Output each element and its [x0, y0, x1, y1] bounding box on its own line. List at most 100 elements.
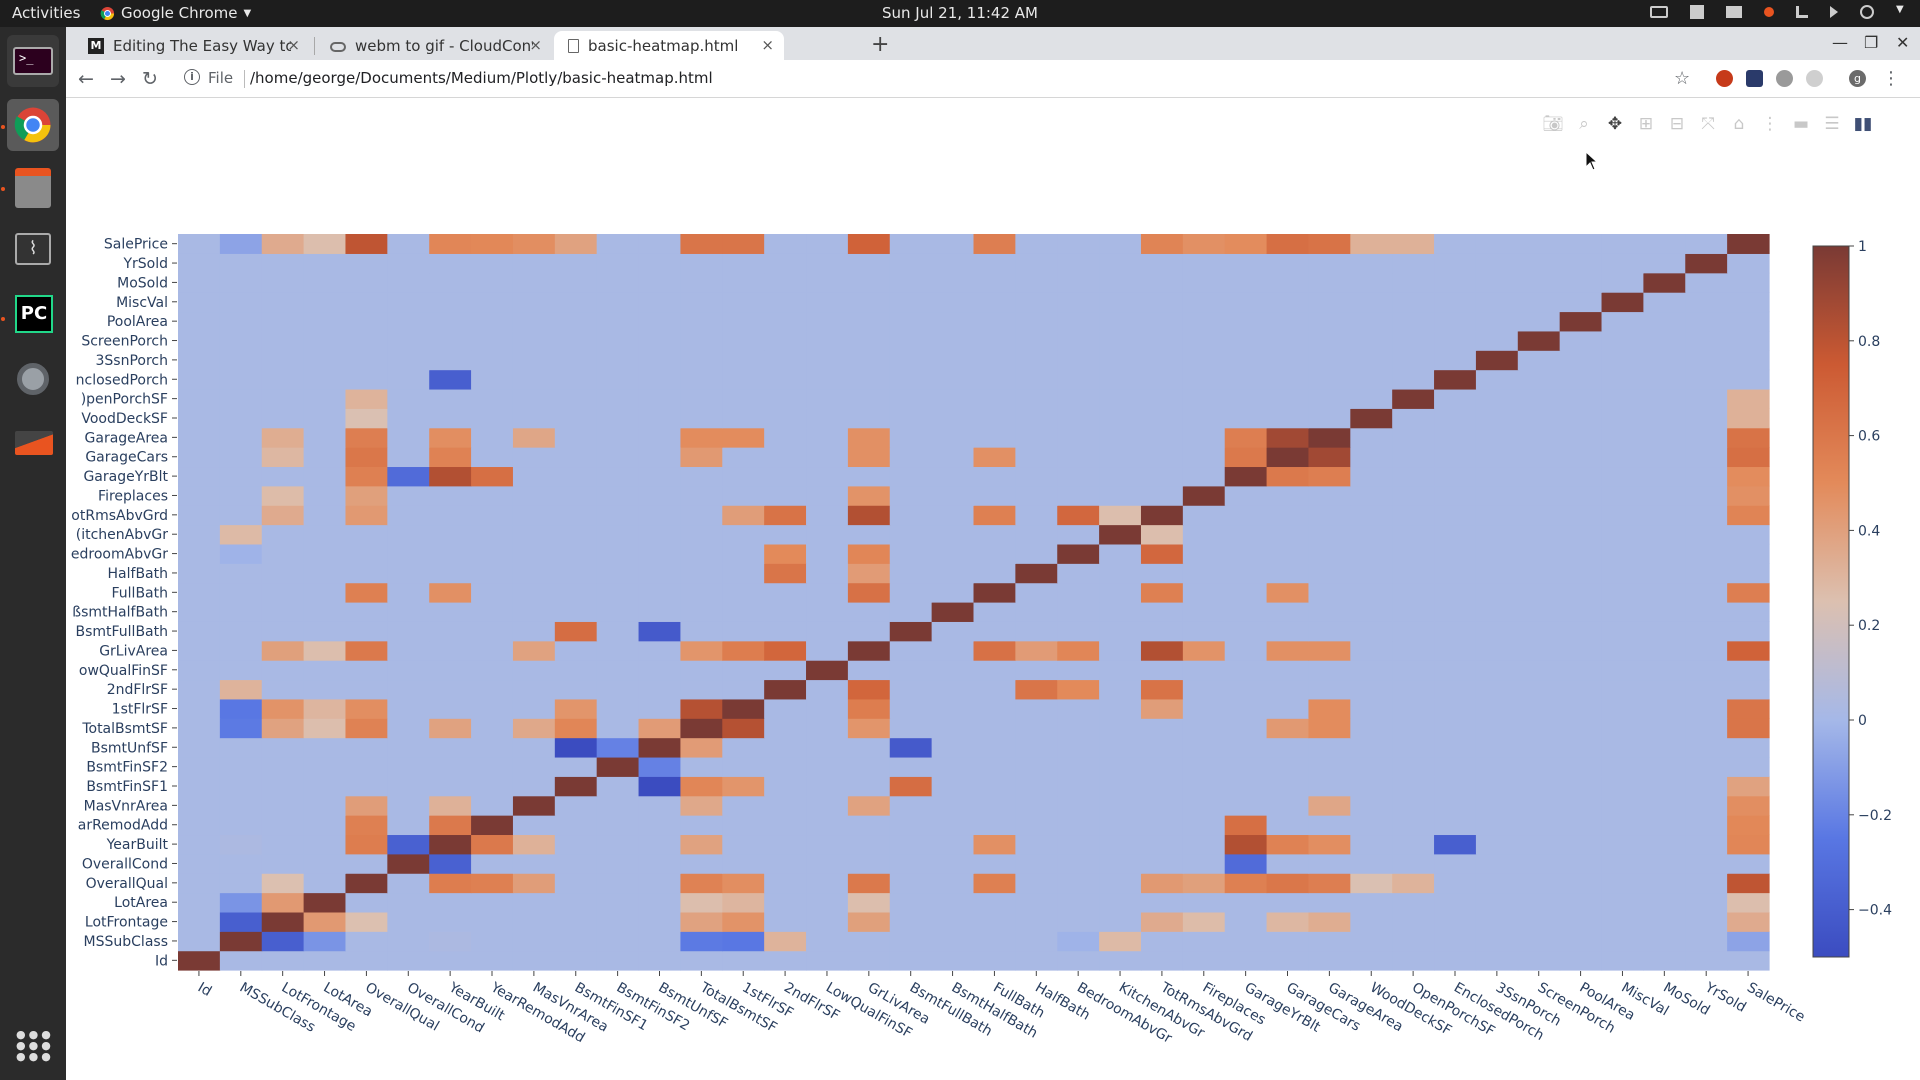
heatmap-cell[interactable]	[1517, 776, 1561, 797]
heatmap-cell[interactable]	[1434, 543, 1477, 564]
heatmap-cell[interactable]	[1099, 408, 1142, 429]
heatmap-cell[interactable]	[1015, 698, 1058, 719]
heatmap-cell[interactable]	[889, 369, 933, 390]
heatmap-cell[interactable]	[596, 834, 640, 855]
heatmap-cell[interactable]	[554, 602, 598, 622]
heatmap-cell[interactable]	[1015, 873, 1058, 894]
heatmap-cell[interactable]	[847, 350, 891, 371]
heatmap-cell[interactable]	[596, 524, 640, 545]
heatmap-cell[interactable]	[1350, 388, 1393, 409]
heatmap-cell[interactable]	[471, 911, 514, 932]
recording-indicator-icon[interactable]	[1764, 7, 1774, 17]
heatmap-cell[interactable]	[889, 292, 933, 313]
heatmap-cell[interactable]	[973, 272, 1016, 293]
heatmap-cell[interactable]	[1224, 911, 1268, 932]
heatmap-cell[interactable]	[554, 660, 598, 681]
heatmap-cell[interactable]	[1727, 505, 1770, 526]
heatmap-cell[interactable]	[1601, 698, 1644, 719]
heatmap-cell[interactable]	[1559, 892, 1603, 913]
heatmap-cell[interactable]	[387, 892, 430, 913]
heatmap-cell[interactable]	[219, 582, 263, 603]
heatmap-cell[interactable]	[1727, 408, 1770, 429]
heatmap-cell[interactable]	[1015, 234, 1058, 254]
heatmap-cell[interactable]	[1266, 950, 1310, 971]
heatmap-cell[interactable]	[847, 330, 891, 351]
heatmap-cell[interactable]	[806, 602, 849, 622]
heatmap-cell[interactable]	[303, 272, 347, 293]
tab-cloudconvert[interactable]: webm to gif - CloudConve ×	[316, 31, 552, 60]
heatmap-cell[interactable]	[1224, 292, 1268, 313]
heatmap-cell[interactable]	[847, 447, 891, 468]
heatmap-cell[interactable]	[889, 873, 933, 894]
heatmap-cell[interactable]	[931, 582, 975, 603]
heatmap-cell[interactable]	[1015, 272, 1058, 293]
heatmap-cell[interactable]	[1434, 892, 1477, 913]
heatmap-cell[interactable]	[764, 892, 807, 913]
heatmap-cell[interactable]	[1057, 311, 1100, 332]
heatmap-cell[interactable]	[1559, 931, 1603, 952]
heatmap-cell[interactable]	[178, 621, 221, 642]
heatmap-cell[interactable]	[931, 311, 975, 332]
heatmap-cell[interactable]	[1308, 911, 1351, 932]
heatmap-cell[interactable]	[1643, 330, 1686, 351]
heatmap-cell[interactable]	[219, 234, 263, 254]
heatmap-cell[interactable]	[1475, 427, 1519, 448]
heatmap-cell[interactable]	[429, 815, 472, 836]
heatmap-cell[interactable]	[1057, 815, 1100, 836]
heatmap-cell[interactable]	[1601, 911, 1644, 932]
heatmap-cell[interactable]	[680, 911, 723, 932]
heatmap-cell[interactable]	[638, 447, 682, 468]
heatmap-cell[interactable]	[1015, 815, 1058, 836]
heatmap-cell[interactable]	[471, 795, 514, 816]
heatmap-cell[interactable]	[973, 330, 1016, 351]
heatmap-cell[interactable]	[1182, 911, 1226, 932]
heatmap-cell[interactable]	[1601, 679, 1644, 700]
heatmap-cell[interactable]	[1727, 466, 1770, 487]
heatmap-cell[interactable]	[1392, 931, 1435, 952]
heatmap-cell[interactable]	[973, 408, 1016, 429]
heatmap-cell[interactable]	[722, 447, 765, 468]
heatmap-cell[interactable]	[764, 330, 807, 351]
heatmap-cell[interactable]	[1015, 563, 1058, 584]
heatmap-cell[interactable]	[1643, 582, 1686, 603]
heatmap-cell[interactable]	[303, 388, 347, 409]
heatmap-cell[interactable]	[261, 756, 305, 777]
heatmap-cell[interactable]	[1308, 563, 1351, 584]
heatmap-cell[interactable]	[1182, 563, 1226, 584]
heatmap-cell[interactable]	[1517, 234, 1561, 254]
heatmap-cell[interactable]	[847, 234, 891, 254]
heatmap-cell[interactable]	[1350, 776, 1393, 797]
heatmap-cell[interactable]	[1727, 795, 1770, 816]
heatmap-cell[interactable]	[638, 543, 682, 564]
heatmap-cell[interactable]	[1266, 698, 1310, 719]
heatmap-cell[interactable]	[261, 408, 305, 429]
heatmap-cell[interactable]	[1266, 369, 1310, 390]
heatmap-cell[interactable]	[806, 543, 849, 564]
heatmap-cell[interactable]	[471, 330, 514, 351]
heatmap-cell[interactable]	[1727, 563, 1770, 584]
heatmap-cell[interactable]	[471, 292, 514, 313]
heatmap-cell[interactable]	[889, 679, 933, 700]
heatmap-cell[interactable]	[1015, 737, 1058, 758]
heatmap-cell[interactable]	[512, 911, 556, 932]
heatmap-cell[interactable]	[1517, 795, 1561, 816]
heatmap-cell[interactable]	[806, 563, 849, 584]
heatmap-cell[interactable]	[1517, 640, 1561, 661]
heatmap-cell[interactable]	[1266, 834, 1310, 855]
heatmap-cell[interactable]	[1015, 950, 1058, 971]
heatmap-cell[interactable]	[764, 253, 807, 274]
heatmap-cell[interactable]	[1182, 505, 1226, 526]
heatmap-cell[interactable]	[1224, 311, 1268, 332]
heatmap-cell[interactable]	[261, 931, 305, 952]
close-icon[interactable]: ×	[529, 36, 542, 54]
heatmap-cell[interactable]	[1392, 524, 1435, 545]
heatmap-cell[interactable]	[1224, 660, 1268, 681]
heatmap-cell[interactable]	[931, 660, 975, 681]
heatmap-cell[interactable]	[512, 834, 556, 855]
heatmap-cell[interactable]	[345, 795, 388, 816]
heatmap-cell[interactable]	[1099, 660, 1142, 681]
heatmap-cell[interactable]	[847, 485, 891, 506]
heatmap-cell[interactable]	[1685, 911, 1728, 932]
heatmap-cell[interactable]	[303, 369, 347, 390]
heatmap-cell[interactable]	[387, 582, 430, 603]
